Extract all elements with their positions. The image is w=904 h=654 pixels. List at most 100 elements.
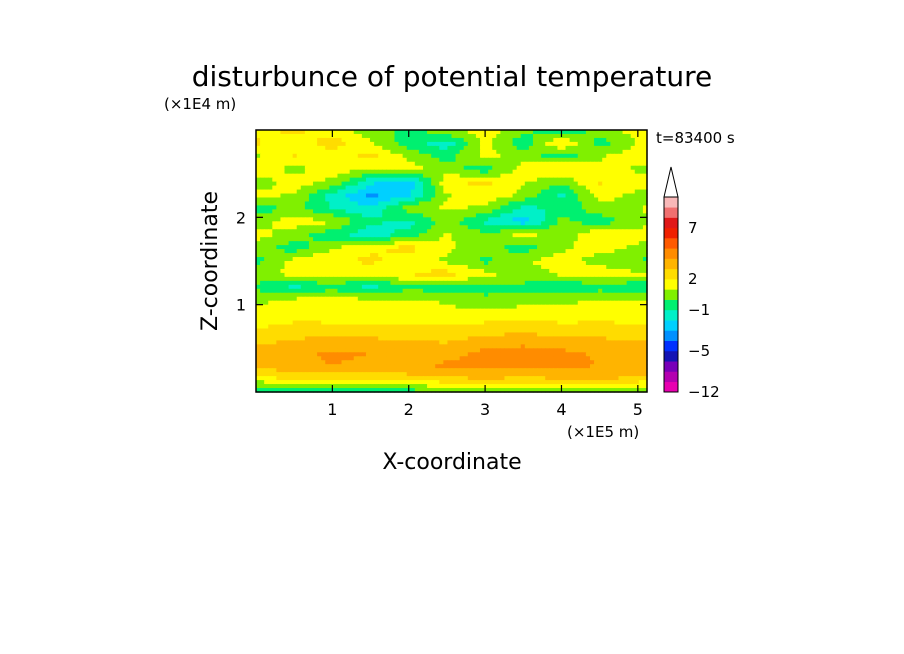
field-cell xyxy=(634,245,640,250)
field-cell xyxy=(459,185,465,191)
field-cell xyxy=(337,332,343,338)
field-cell xyxy=(304,241,310,246)
field-cell xyxy=(386,241,391,246)
field-cell xyxy=(443,133,449,139)
field-cell xyxy=(598,197,603,203)
field-cell xyxy=(598,221,603,226)
field-cell xyxy=(577,137,583,143)
field-cell xyxy=(508,261,514,266)
field-cell xyxy=(304,276,310,282)
field-cell xyxy=(565,237,571,242)
field-cell xyxy=(284,276,290,282)
field-cell xyxy=(524,288,530,294)
field-cell xyxy=(370,332,375,338)
field-cell xyxy=(549,157,554,163)
field-cell xyxy=(528,328,534,334)
field-cell xyxy=(463,253,469,258)
field-cell xyxy=(606,237,611,242)
field-cell xyxy=(414,189,420,195)
field-cell xyxy=(573,193,579,199)
field-cell xyxy=(422,249,428,254)
field-cell xyxy=(561,149,567,155)
field-cell xyxy=(500,197,506,203)
field-cell xyxy=(630,328,636,334)
field-cell xyxy=(422,237,428,242)
field-cell xyxy=(610,181,616,187)
field-cell xyxy=(394,169,400,175)
field-cell xyxy=(345,320,351,326)
field-cell xyxy=(524,272,530,278)
field-cell xyxy=(394,133,400,139)
field-cell xyxy=(349,249,355,254)
field-cell xyxy=(553,209,558,214)
field-cell xyxy=(618,272,624,278)
field-cell xyxy=(475,197,481,203)
field-cell xyxy=(370,233,375,238)
field-cell xyxy=(427,284,432,290)
field-cell xyxy=(378,245,383,250)
field-cell xyxy=(333,332,339,338)
field-cell xyxy=(484,221,489,226)
field-cell xyxy=(292,193,298,199)
field-cell xyxy=(402,332,408,338)
field-cell xyxy=(480,169,485,175)
field-cell xyxy=(480,189,485,195)
field-cell xyxy=(598,280,603,286)
field-cell xyxy=(500,130,506,135)
field-cell xyxy=(561,268,567,274)
field-cell xyxy=(317,225,322,230)
field-cell xyxy=(459,161,465,167)
field-cell xyxy=(296,130,302,135)
field-cell xyxy=(390,185,396,191)
field-cell xyxy=(455,237,461,242)
field-cell xyxy=(545,316,550,322)
field-cell xyxy=(268,308,273,314)
field-cell xyxy=(374,233,379,238)
field-cell xyxy=(520,332,526,338)
field-cell xyxy=(557,332,563,338)
field-cell xyxy=(463,268,469,274)
field-cell xyxy=(561,328,567,334)
field-cell xyxy=(427,173,432,179)
field-cell xyxy=(410,284,416,290)
field-cell xyxy=(357,209,363,214)
field-cell xyxy=(431,157,436,163)
field-cell xyxy=(573,332,579,338)
field-cell xyxy=(435,225,440,230)
field-cell xyxy=(317,221,322,226)
field-cell xyxy=(288,221,294,226)
field-cell xyxy=(581,133,587,139)
field-cell xyxy=(386,169,391,175)
field-cell xyxy=(520,300,526,306)
field-cell xyxy=(402,280,408,286)
field-cell xyxy=(435,288,440,294)
field-cell xyxy=(321,253,326,258)
field-cell xyxy=(557,161,563,167)
field-cell xyxy=(431,249,436,254)
field-cell xyxy=(447,324,453,330)
field-cell xyxy=(480,141,485,147)
field-cell xyxy=(610,280,616,286)
field-cell xyxy=(471,280,477,286)
field-cell xyxy=(541,272,546,278)
field-cell xyxy=(561,300,567,306)
field-cell xyxy=(545,145,550,151)
field-cell xyxy=(292,205,298,210)
field-cell xyxy=(594,197,599,203)
field-cell xyxy=(329,221,334,226)
field-cell xyxy=(581,145,587,151)
field-cell xyxy=(435,197,440,203)
field-cell xyxy=(528,264,534,270)
field-cell xyxy=(480,249,485,254)
field-cell xyxy=(577,201,583,207)
field-cell xyxy=(561,312,567,318)
field-cell xyxy=(422,288,428,294)
field-cell xyxy=(585,316,591,322)
field-cell xyxy=(528,292,534,298)
field-cell xyxy=(333,288,339,294)
field-cell xyxy=(488,205,493,210)
field-cell xyxy=(272,169,277,175)
field-cell xyxy=(394,257,400,262)
field-cell xyxy=(370,169,375,175)
field-cell xyxy=(598,177,603,183)
